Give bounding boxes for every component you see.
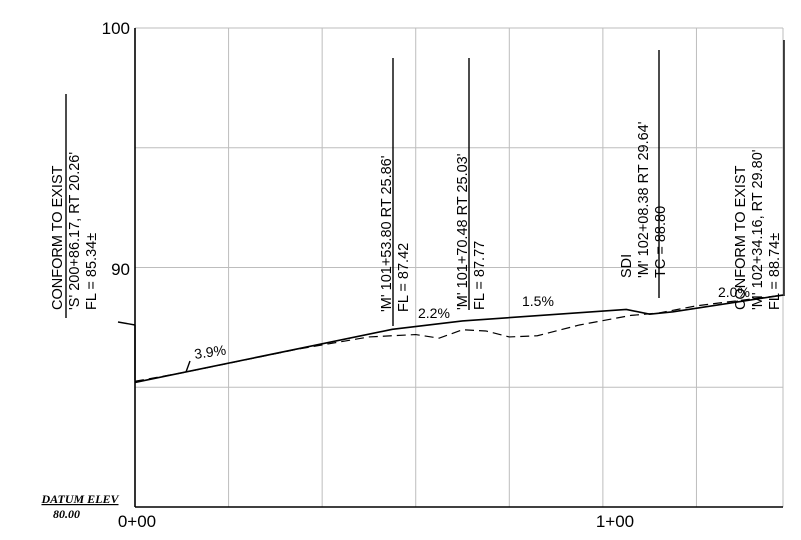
callout-2-text: 'M' 101+53.80 RT 25.86' FL = 87.42: [379, 155, 412, 312]
callout-5-text: CONFORM TO EXIST 'M' 102+34.16, RT 29.80…: [733, 149, 783, 310]
series-layer: [117, 294, 784, 384]
grade-label-2: 2.2%: [418, 305, 450, 321]
callout-3-line-1: 'M' 101+70.48 RT 25.03': [455, 153, 471, 310]
x-tick-label-0: 0+00: [118, 512, 156, 531]
existing-ground-line: [134, 294, 784, 382]
callout-1-line-1: CONFORM TO EXIST: [50, 165, 66, 310]
callout-5-line-1: CONFORM TO EXIST: [733, 165, 749, 310]
x-tick-label-100: 1+00: [596, 512, 634, 531]
callout-1-line-3: FL = 85.34±: [84, 233, 100, 310]
callout-2-line-2: FL = 87.42: [396, 243, 412, 312]
callout-lines: [65, 40, 785, 326]
y-tick-label-100: 100: [102, 19, 130, 38]
grid: [135, 27, 784, 507]
grade-label-4: 2.0%: [718, 284, 750, 300]
proposed-profile-line: [134, 294, 784, 384]
callout-4-text: SDI 'M' 102+08.38 RT 29.64' TC = 88.80: [619, 121, 669, 278]
grade-label-3: 1.5%: [522, 293, 554, 309]
y-tick-label-90: 90: [111, 260, 130, 279]
callout-1-text: CONFORM TO EXIST 'S' 200+86.17, RT 20.26…: [50, 152, 100, 310]
callout-5-line-3: FL = 88.74±: [767, 233, 783, 310]
callout-4-line-3: TC = 88.80: [653, 206, 669, 278]
callout-4-line-1: SDI: [619, 254, 635, 278]
callout-5-line-2: 'M' 102+34.16, RT 29.80': [750, 149, 766, 310]
callout-4-line-2: 'M' 102+08.38 RT 29.64': [636, 121, 652, 278]
callout-1-line-2: 'S' 200+86.17, RT 20.26': [67, 152, 83, 310]
grade-label-1: 3.9%: [193, 342, 227, 362]
callout-3-line-2: FL = 87.77: [472, 241, 488, 310]
datum-label: DATUM ELEV: [40, 492, 119, 506]
tie-stroke-left: [117, 321, 136, 326]
callout-3-text: 'M' 101+70.48 RT 25.03' FL = 87.77: [455, 153, 488, 310]
grade-tick-1: [185, 360, 191, 373]
datum-value: 80.00: [53, 507, 80, 521]
frame: [134, 28, 783, 508]
callout-2-line-1: 'M' 101+53.80 RT 25.86': [379, 155, 395, 312]
